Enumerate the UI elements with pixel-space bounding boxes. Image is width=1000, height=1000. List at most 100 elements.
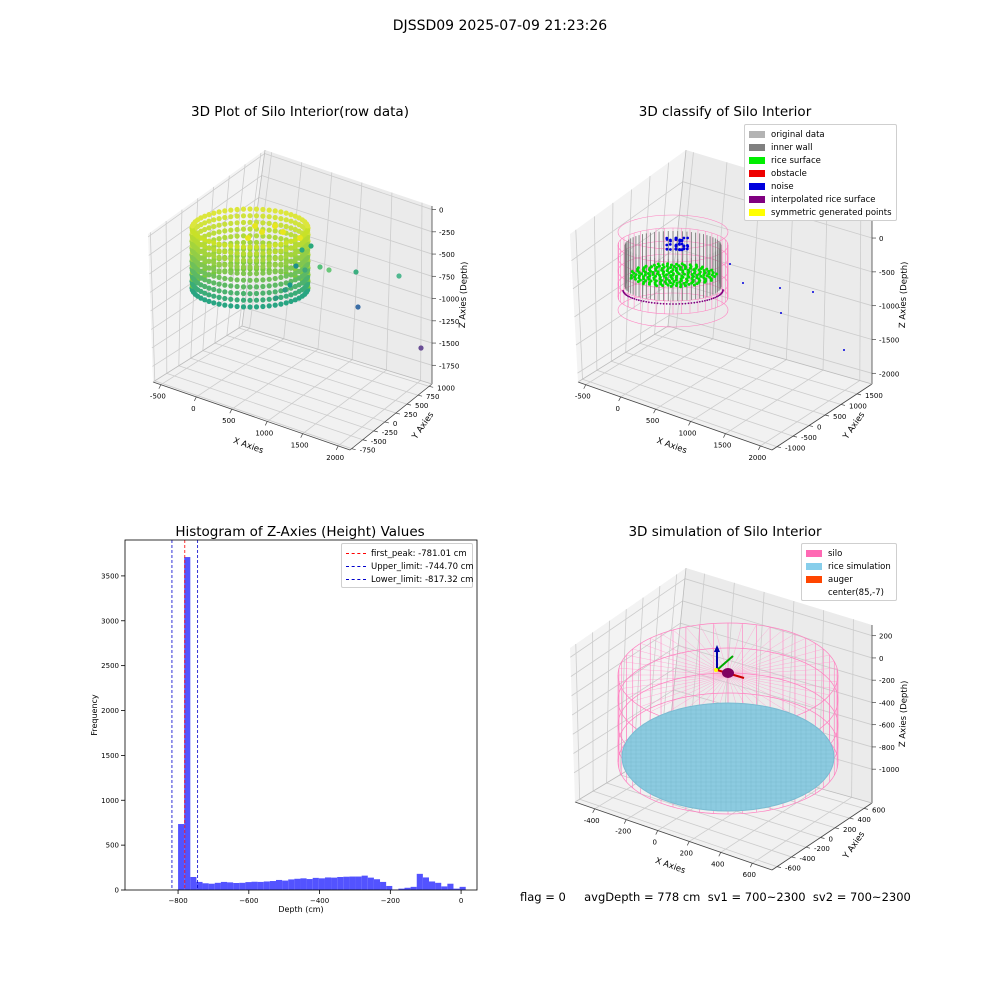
raw-grid-z — [255, 219, 433, 277]
classify-rice-surface — [655, 265, 659, 269]
classify-noise — [665, 238, 669, 241]
sim-grid-z — [571, 645, 679, 716]
classify-rice-surface — [679, 285, 683, 289]
raw-point — [253, 206, 260, 212]
raw-point — [216, 248, 222, 254]
histogram-y-label: Frequency — [90, 694, 99, 736]
raw-point — [266, 283, 272, 289]
legend-swatch — [346, 553, 366, 554]
classify-interpolated — [684, 302, 687, 305]
raw-point — [216, 236, 222, 242]
raw-point — [202, 226, 208, 233]
classify-interpolated — [710, 298, 713, 300]
classify-grid-z — [575, 281, 673, 346]
sim-z-tick-label: -600 — [879, 722, 895, 730]
histogram-legend-item: Upper_limit: -744.70 cm — [346, 560, 474, 573]
classify-noise — [668, 243, 672, 246]
raw-point — [272, 242, 278, 248]
raw-point — [211, 246, 217, 253]
classify-y-tick-label: 1500 — [865, 392, 883, 400]
raw-y-tick — [395, 412, 401, 415]
raw-point — [253, 239, 260, 246]
sim-y-tick — [849, 817, 854, 820]
sim-z-tick-label: 0 — [879, 655, 883, 663]
raw-z-tick-label: -1750 — [439, 362, 459, 370]
legend-label: Lower_limit: -817.32 cm — [371, 574, 474, 585]
raw-point — [260, 283, 266, 290]
raw-point — [216, 209, 222, 215]
sim-y-tick-label: 0 — [829, 836, 833, 844]
classify-rice-surface — [634, 273, 638, 277]
classify-noise — [729, 263, 731, 265]
raw-point — [272, 255, 278, 262]
raw-grid-x — [249, 152, 273, 329]
classify-interpolated — [675, 303, 677, 305]
raw-outlier-point — [326, 267, 332, 273]
raw-y-tick — [406, 403, 412, 406]
histogram-bar — [435, 882, 442, 890]
raw-point — [247, 219, 253, 225]
histogram-bar — [220, 881, 228, 890]
sim-axis-z-head — [714, 645, 720, 652]
classify-noise — [669, 238, 672, 242]
classify-rice-surface — [651, 270, 655, 274]
classify-rice-surface — [669, 281, 672, 285]
classify-grid-y — [593, 216, 598, 371]
raw-point — [272, 269, 278, 275]
raw-y-tick-label: 750 — [426, 393, 439, 401]
classify-interpolated — [693, 301, 696, 304]
raw-point — [260, 243, 266, 250]
histogram-bar — [324, 877, 332, 890]
classify-z-tick-label: -500 — [879, 269, 895, 277]
classify-rice-surface — [675, 281, 679, 285]
classify-grid-z — [571, 181, 683, 261]
classify-noise — [678, 239, 682, 243]
raw-y-tick-label: -500 — [371, 438, 387, 446]
histogram-bar — [208, 883, 215, 890]
classify-rice-surface — [666, 262, 670, 266]
raw-outlier-point — [282, 287, 288, 293]
histogram-y-tick-label: 2000 — [101, 707, 119, 715]
sim-silo-wire — [727, 626, 771, 676]
sim-x-tick-label: -400 — [584, 817, 600, 825]
classify-grid-x — [760, 380, 860, 447]
legend-label: noise — [771, 181, 794, 192]
classify-rice-surface — [652, 277, 656, 281]
classify-grid-y — [596, 369, 794, 437]
classify-rice-surface — [710, 268, 714, 272]
raw-point — [234, 206, 240, 213]
raw-point — [283, 273, 289, 279]
raw-point — [240, 206, 247, 212]
raw-point — [222, 249, 228, 255]
classify-y-tick — [776, 446, 782, 449]
classify-legend: original data inner wall rice surface obsta… — [744, 124, 897, 221]
histogram-bar — [416, 873, 423, 890]
classify-plot-title: 3D classify of Silo Interior — [638, 104, 812, 120]
classify-grid-x — [859, 202, 862, 381]
raw-point — [292, 270, 298, 276]
sim-grid-x — [752, 796, 852, 864]
raw-point — [247, 213, 253, 219]
histogram-bar — [331, 877, 338, 890]
classify-interpolated — [645, 300, 648, 303]
classify-rice-surface — [650, 265, 654, 269]
classify-rice-surface — [665, 277, 668, 281]
sim-y-axis-line — [771, 802, 873, 871]
sim-grid-y — [592, 632, 594, 792]
histogram-bar — [380, 881, 387, 890]
classify-y-tick-label: -1000 — [785, 445, 805, 453]
raw-point — [283, 293, 289, 299]
classify-interpolated — [690, 302, 693, 304]
histogram-bar — [245, 882, 252, 890]
raw-point — [260, 263, 266, 270]
raw-point — [288, 298, 294, 304]
raw-point — [228, 276, 234, 282]
legend-label: original data — [771, 129, 825, 140]
raw-point — [211, 286, 217, 293]
raw-y-tick-label: -750 — [360, 447, 376, 455]
raw-point — [211, 217, 217, 223]
sim-rice-surface — [621, 702, 835, 812]
classify-rice-surface — [697, 268, 701, 272]
raw-grid-y — [202, 350, 397, 414]
raw-point — [260, 270, 266, 276]
